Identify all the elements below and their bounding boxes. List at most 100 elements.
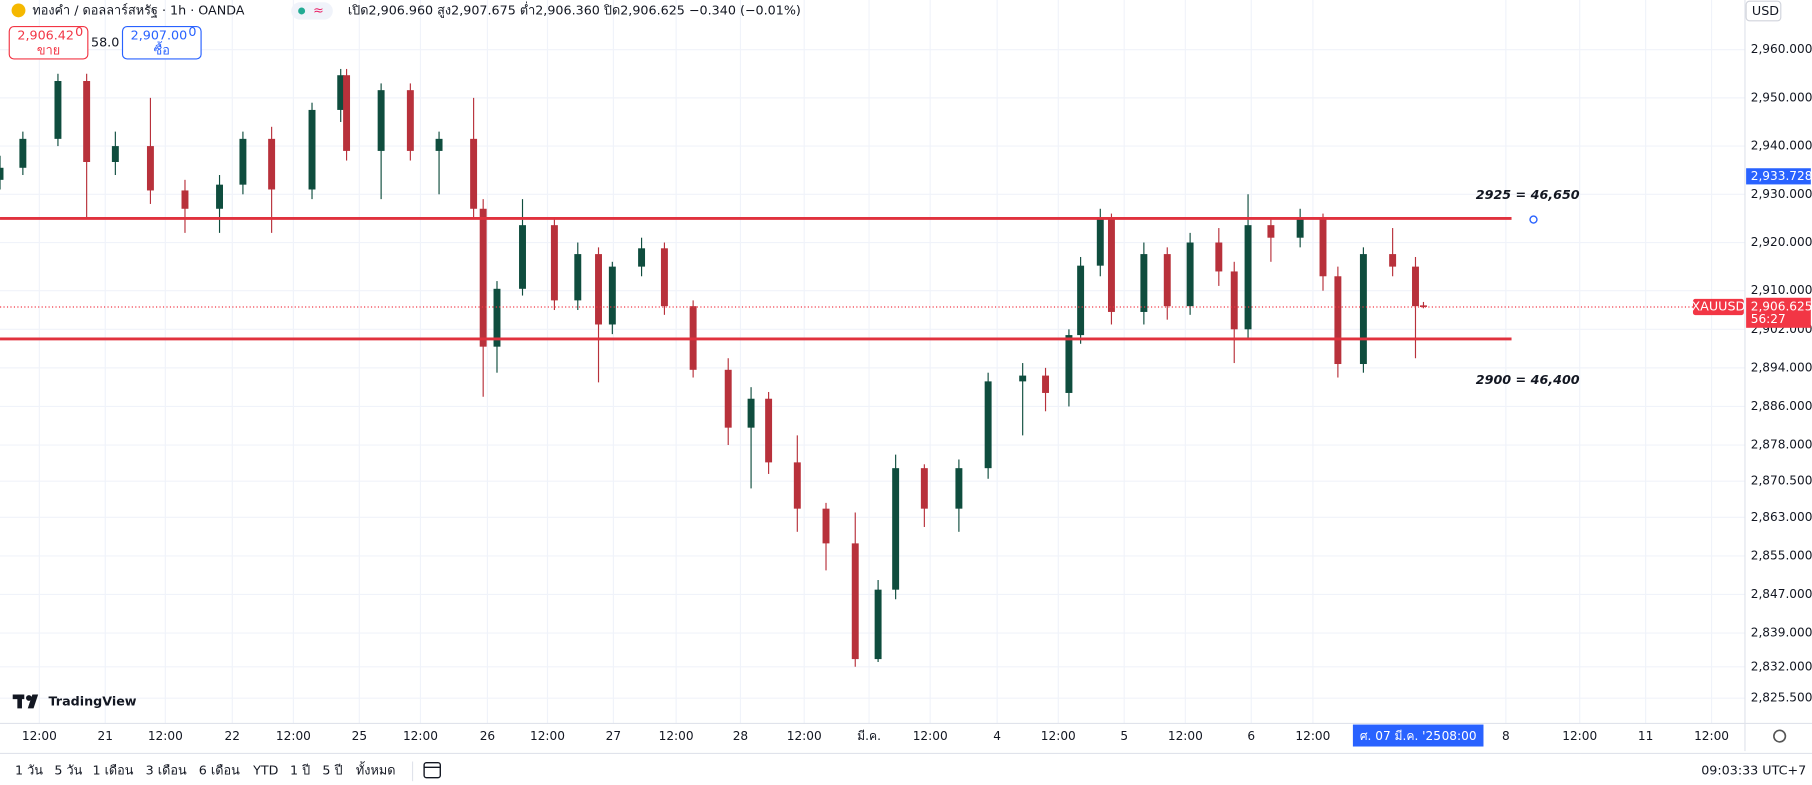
candle-body xyxy=(550,225,558,301)
candle-body xyxy=(1419,305,1427,308)
y-tick-label: 2,886.000 xyxy=(1751,399,1812,413)
y-tick-label: 2,950.000 xyxy=(1751,90,1812,104)
candle-body xyxy=(1334,276,1342,365)
candle-body xyxy=(19,138,27,168)
candle-body xyxy=(1186,242,1194,307)
y-tick-label: 2,940.000 xyxy=(1751,139,1812,153)
crosshair-time: 08:00 xyxy=(1442,729,1477,743)
x-tick-label: 12:00 xyxy=(276,729,311,743)
candle-body xyxy=(216,184,223,209)
candle-body xyxy=(1077,265,1085,336)
candle-body xyxy=(1359,254,1367,365)
candle-body xyxy=(984,381,992,469)
level-annotation: 2900 = 46,400 xyxy=(1476,372,1580,387)
x-tick-label: 4 xyxy=(993,729,1001,743)
y-tick-label: 2,894.000 xyxy=(1751,360,1812,374)
candle-body xyxy=(337,75,345,110)
symbol-icon xyxy=(11,3,26,18)
x-tick-label: 12:00 xyxy=(1041,729,1076,743)
settings-icon[interactable] xyxy=(1773,729,1787,743)
current-price-badge xyxy=(1746,297,1811,328)
x-tick-label: 12:00 xyxy=(913,729,948,743)
symbol[interactable]: ทองคำ / ดอลลาร์สหรัฐ · 1h · OANDA xyxy=(32,2,244,18)
sell-price-sup[interactable]: 0 xyxy=(75,24,83,39)
x-tick-label: 22 xyxy=(225,729,240,743)
y-tick-label: 2,855.000 xyxy=(1751,548,1812,562)
currency-button[interactable] xyxy=(1745,0,1782,22)
x-tick-label: 28 xyxy=(733,729,748,743)
range-button[interactable]: 1 ปี xyxy=(290,762,310,777)
candle-body xyxy=(1319,219,1327,277)
logo: TradingView xyxy=(49,694,137,709)
range-button[interactable]: 1 วัน xyxy=(15,762,43,777)
candle-body xyxy=(343,75,351,151)
range-button[interactable]: 1 เดือน xyxy=(92,762,133,777)
current-price-label: 2,906.625 xyxy=(1751,300,1812,314)
candle-body xyxy=(435,138,443,151)
status-icon: ≈ xyxy=(313,2,324,17)
candle-body xyxy=(747,398,755,428)
marker-price-label: 2,933.728 xyxy=(1751,169,1812,183)
y-tick-label: 2,832.000 xyxy=(1751,659,1812,673)
candle-body xyxy=(595,254,602,325)
y-tick-label: 2,839.000 xyxy=(1751,626,1812,640)
buy-button[interactable] xyxy=(121,26,202,60)
x-tick-label: 8 xyxy=(1502,729,1510,743)
candle-body xyxy=(54,81,62,139)
candle-body xyxy=(1107,219,1115,312)
x-tick-label: 12:00 xyxy=(787,729,822,743)
x-tick-label: 12:00 xyxy=(1295,729,1330,743)
sell-price[interactable]: 2,906.42 xyxy=(17,27,74,42)
toolbar: 1 วัน 5 วัน 1 เดือน 3 เดือน 6 เดือน YTD 1 ปี 5 … xyxy=(15,760,395,777)
candle-body xyxy=(1244,225,1252,330)
candle-body xyxy=(493,288,501,347)
candle-body xyxy=(406,90,414,151)
crosshair-time-badge xyxy=(1352,724,1484,747)
y-tick-label: 2,847.000 xyxy=(1751,587,1812,601)
range-button[interactable]: 6 เดือน xyxy=(199,762,240,777)
candle-body xyxy=(1042,375,1050,393)
y-tick-label: 2,930.000 xyxy=(1751,187,1812,201)
market-open-dot xyxy=(298,7,306,15)
candle-body xyxy=(724,369,732,428)
crosshair-date: ศ. 07 มี.ค. '25 xyxy=(1360,729,1441,743)
candle-body xyxy=(1412,266,1419,307)
candle-body xyxy=(874,589,882,660)
candle-body xyxy=(1096,219,1104,266)
range-button[interactable]: 5 วัน xyxy=(54,762,82,777)
candle-body xyxy=(892,468,900,590)
candle-body xyxy=(1065,335,1073,393)
price-axis xyxy=(1744,0,1812,752)
candle-body xyxy=(920,468,928,509)
range-button[interactable]: 5 ปี xyxy=(322,762,342,777)
candle-body xyxy=(1296,219,1304,238)
candle-body xyxy=(660,248,668,307)
candle-body xyxy=(765,398,773,463)
sell-label[interactable]: ขาย xyxy=(37,42,60,57)
ohlc: เปิด2,906.960 สูง2,907.675 ต่ำ2,906.360 … xyxy=(348,1,801,18)
candle-body xyxy=(1389,254,1397,267)
range-button[interactable]: YTD xyxy=(252,762,279,777)
candle-body xyxy=(793,462,801,509)
currency[interactable]: USD xyxy=(1752,3,1779,18)
buy-price-sup[interactable]: 0 xyxy=(188,24,196,39)
candle-body xyxy=(181,190,189,209)
candle-body xyxy=(1163,254,1171,307)
x-tick-label: 12:00 xyxy=(1168,729,1203,743)
y-tick-label: 2,920.000 xyxy=(1751,235,1812,249)
candle-body xyxy=(0,167,4,180)
buy-label[interactable]: ซื้อ xyxy=(154,40,170,57)
y-tick-label: 2,878.000 xyxy=(1751,438,1812,452)
date-range-icon[interactable] xyxy=(423,762,441,779)
sell-button[interactable] xyxy=(8,26,89,60)
candle-body xyxy=(1019,375,1027,382)
buy-price[interactable]: 2,907.00 xyxy=(131,27,188,42)
range-button[interactable]: ทั้งหมด xyxy=(356,760,396,777)
status-pill[interactable] xyxy=(291,2,333,20)
range-button[interactable]: 3 เดือน xyxy=(146,762,187,777)
candle-body xyxy=(308,109,316,190)
symbol-tag xyxy=(1692,298,1744,316)
logo-mark xyxy=(12,694,39,709)
